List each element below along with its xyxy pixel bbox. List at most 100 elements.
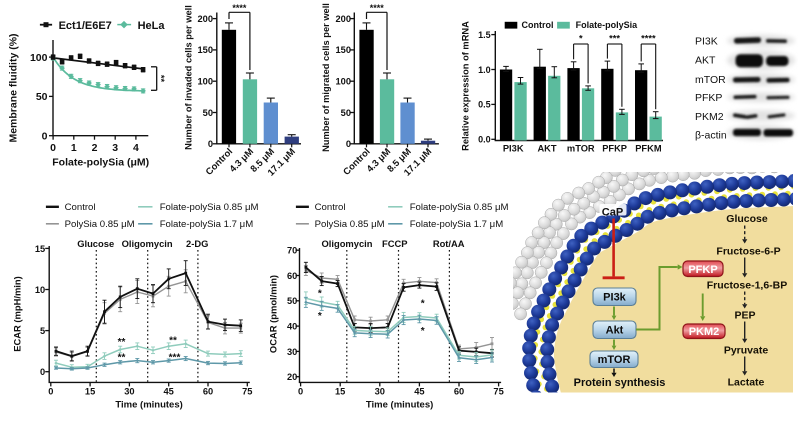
- svg-text:PFKP: PFKP: [688, 264, 717, 276]
- svg-text:Time (minutes): Time (minutes): [115, 399, 182, 410]
- svg-text:Protein synthesis: Protein synthesis: [574, 377, 666, 389]
- svg-text:Glucose: Glucose: [77, 238, 114, 249]
- svg-text:PolySia 0.85 μM: PolySia 0.85 μM: [315, 219, 385, 230]
- svg-text:45: 45: [414, 387, 424, 397]
- svg-text:****: ****: [641, 34, 656, 44]
- svg-text:PI3k: PI3k: [603, 292, 627, 304]
- svg-text:**: **: [156, 75, 166, 83]
- svg-text:Oligomycin: Oligomycin: [122, 238, 173, 249]
- svg-text:Ect1/E6E7: Ect1/E6E7: [59, 20, 112, 32]
- svg-text:Time (minutes): Time (minutes): [366, 399, 433, 410]
- svg-text:PFKP: PFKP: [695, 92, 722, 104]
- svg-text:Glucose: Glucose: [726, 213, 768, 225]
- svg-text:Folate-polySia: Folate-polySia: [576, 20, 639, 30]
- svg-text:AKT: AKT: [537, 144, 556, 154]
- svg-text:100: 100: [30, 52, 48, 64]
- svg-text:15: 15: [335, 387, 345, 397]
- svg-text:Folate-polySia 1.7 μM: Folate-polySia 1.7 μM: [410, 219, 504, 230]
- svg-text:****: ****: [370, 3, 385, 13]
- svg-text:1.0: 1.0: [478, 65, 491, 75]
- svg-text:10: 10: [35, 285, 45, 295]
- svg-text:60: 60: [287, 271, 297, 281]
- svg-text:100: 100: [335, 77, 351, 87]
- svg-text:Relative expression of mRNA: Relative expression of mRNA: [461, 21, 471, 151]
- svg-text:0.0: 0.0: [478, 135, 491, 145]
- svg-text:50: 50: [203, 108, 213, 118]
- svg-text:0.5: 0.5: [478, 100, 491, 110]
- svg-text:0: 0: [208, 139, 213, 149]
- svg-text:Akt: Akt: [606, 325, 624, 337]
- svg-text:1.5: 1.5: [478, 30, 491, 40]
- svg-text:PI3K: PI3K: [503, 144, 524, 154]
- svg-text:20: 20: [287, 372, 297, 382]
- svg-text:***: ***: [169, 353, 181, 364]
- svg-text:*: *: [318, 311, 322, 322]
- svg-text:Control: Control: [522, 20, 554, 30]
- svg-text:*: *: [421, 326, 425, 337]
- svg-text:3: 3: [112, 142, 118, 154]
- svg-text:30: 30: [124, 387, 134, 397]
- svg-text:*: *: [579, 34, 583, 44]
- svg-text:50: 50: [341, 108, 351, 118]
- svg-text:0: 0: [50, 142, 56, 154]
- svg-text:Folate-polySia 0.85 μM: Folate-polySia 0.85 μM: [410, 202, 509, 213]
- svg-text:1: 1: [71, 142, 77, 154]
- svg-text:60: 60: [454, 387, 464, 397]
- svg-text:***: ***: [609, 34, 620, 44]
- svg-text:CaP: CaP: [602, 207, 623, 219]
- svg-text:**: **: [118, 337, 126, 348]
- svg-text:AKT: AKT: [695, 55, 716, 67]
- svg-text:0: 0: [40, 367, 45, 377]
- svg-text:PEP: PEP: [734, 310, 755, 322]
- svg-text:PKM2: PKM2: [689, 326, 720, 338]
- svg-text:2: 2: [92, 142, 98, 154]
- svg-text:30: 30: [375, 387, 385, 397]
- svg-text:Fructose-6-P: Fructose-6-P: [716, 245, 780, 257]
- svg-text:PFKP: PFKP: [602, 144, 627, 154]
- svg-text:Number of migrated cells per w: Number of migrated cells per well: [321, 3, 331, 152]
- svg-text:Folate-polySia (μM): Folate-polySia (μM): [52, 156, 149, 168]
- svg-text:OCAR (pmol/min): OCAR (pmol/min): [268, 275, 279, 353]
- svg-text:PFKM: PFKM: [635, 144, 662, 154]
- svg-text:****: ****: [232, 3, 247, 13]
- svg-text:0: 0: [346, 139, 351, 149]
- svg-text:45: 45: [164, 387, 174, 397]
- svg-text:60: 60: [203, 387, 213, 397]
- svg-text:200: 200: [335, 14, 351, 24]
- svg-text:Folate-polySia 0.85 μM: Folate-polySia 0.85 μM: [160, 202, 259, 213]
- svg-text:0: 0: [42, 130, 48, 142]
- svg-text:150: 150: [335, 45, 351, 55]
- svg-text:mTOR: mTOR: [695, 74, 726, 86]
- svg-text:*: *: [421, 299, 425, 310]
- svg-text:mTOR: mTOR: [598, 354, 631, 366]
- svg-text:Oligomycin: Oligomycin: [321, 238, 372, 249]
- svg-text:Control: Control: [315, 202, 346, 213]
- svg-text:75: 75: [242, 387, 252, 397]
- svg-text:15: 15: [85, 387, 95, 397]
- svg-text:**: **: [169, 336, 177, 347]
- svg-text:Lactate: Lactate: [728, 377, 765, 389]
- svg-text:*: *: [318, 289, 322, 300]
- svg-text:Folate-polySia 1.7 μM: Folate-polySia 1.7 μM: [160, 219, 254, 230]
- svg-text:30: 30: [287, 347, 297, 357]
- svg-text:150: 150: [197, 45, 213, 55]
- svg-text:2-DG: 2-DG: [186, 238, 208, 249]
- svg-text:40: 40: [287, 322, 297, 332]
- svg-text:Rot/AA: Rot/AA: [433, 238, 465, 249]
- svg-text:PolySia 0.85 μM: PolySia 0.85 μM: [65, 219, 135, 230]
- svg-text:70: 70: [287, 246, 297, 256]
- svg-text:200: 200: [197, 14, 213, 24]
- svg-text:ECAR (mpH/min): ECAR (mpH/min): [12, 276, 23, 352]
- svg-text:50: 50: [287, 296, 297, 306]
- svg-text:Number of invaded cells per we: Number of invaded cells per well: [184, 5, 194, 150]
- svg-text:PKM2: PKM2: [695, 111, 724, 123]
- svg-text:Pyruvate: Pyruvate: [724, 345, 769, 357]
- svg-text:0: 0: [298, 387, 303, 397]
- svg-text:FCCP: FCCP: [382, 238, 408, 249]
- svg-text:Fructose-1,6-BP: Fructose-1,6-BP: [707, 280, 788, 292]
- svg-text:PI3K: PI3K: [695, 36, 718, 48]
- svg-text:Membrane fluidity (%): Membrane fluidity (%): [8, 33, 20, 142]
- svg-text:HeLa: HeLa: [138, 20, 166, 32]
- svg-text:50: 50: [36, 91, 48, 103]
- svg-text:5: 5: [40, 326, 45, 336]
